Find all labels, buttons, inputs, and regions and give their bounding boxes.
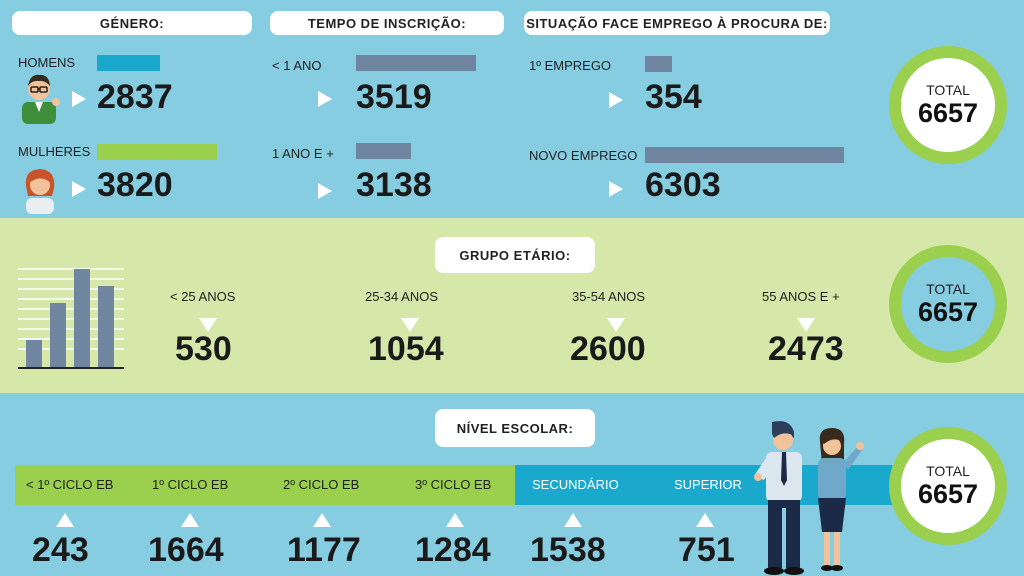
one-year-plus-value: 3138	[356, 166, 432, 204]
arrow-down-icon	[199, 318, 217, 332]
age-under-25-label: < 25 anos	[170, 289, 236, 304]
age-25-34-value: 1054	[368, 330, 444, 368]
less-than-1-year-bar	[356, 55, 476, 71]
first-job-bar	[645, 56, 672, 72]
arrow-right-icon	[318, 183, 332, 199]
arrow-up-icon	[313, 513, 331, 527]
women-bar	[97, 144, 217, 160]
total-label: Total	[926, 462, 970, 479]
arrow-down-icon	[607, 318, 625, 332]
edu-3rd-cycle-label: 3º ciclo EB	[415, 477, 492, 492]
arrow-up-icon	[446, 513, 464, 527]
edu-3rd-cycle-value: 1284	[415, 531, 491, 569]
basic-education-strip	[15, 465, 515, 505]
arrow-down-icon	[401, 318, 419, 332]
edu-2nd-cycle-label: 2º ciclo EB	[283, 477, 360, 492]
arrow-up-icon	[564, 513, 582, 527]
new-job-value: 6303	[645, 166, 721, 204]
registration-time-title: Tempo de inscrição:	[270, 11, 504, 35]
edu-higher-value: 751	[678, 531, 735, 569]
new-job-bar	[645, 147, 844, 163]
total-value: 6657	[917, 478, 979, 509]
gender-section	[0, 0, 1024, 218]
men-label: Homens	[18, 55, 76, 70]
employment-status-title: Situação face emprego à procura de:	[524, 11, 830, 35]
edu-1st-cycle-label: 1º ciclo EB	[152, 477, 229, 492]
age-35-54-value: 2600	[570, 330, 646, 368]
people-illustration-icon	[754, 421, 864, 575]
new-job-label: Novo emprego	[529, 148, 638, 163]
gender-title: Género:	[12, 11, 252, 35]
arrow-up-icon	[56, 513, 74, 527]
arrow-up-icon	[696, 513, 714, 527]
edu-below-1st-cycle-value: 243	[32, 531, 89, 569]
first-job-label: 1º emprego	[529, 58, 612, 73]
total-circle: Total 6657	[889, 427, 1007, 545]
total-value: 6657	[917, 97, 979, 128]
arrow-right-icon	[318, 91, 332, 107]
arrow-right-icon	[609, 181, 623, 197]
arrow-right-icon	[72, 181, 86, 197]
edu-higher-label: Superior	[674, 477, 742, 492]
less-than-1-year-label: < 1 ano	[272, 58, 322, 73]
age-35-54-label: 35-54 anos	[572, 289, 645, 304]
arrow-right-icon	[609, 92, 623, 108]
edu-secondary-label: Secundário	[532, 477, 619, 492]
total-label: Total	[926, 280, 970, 297]
less-than-1-year-value: 3519	[356, 78, 432, 116]
total-label: Total	[926, 81, 970, 98]
arrow-up-icon	[181, 513, 199, 527]
men-bar	[97, 55, 160, 71]
age-group-title: Grupo etário:	[435, 237, 595, 273]
age-55-plus-label: 55 anos e +	[762, 289, 840, 304]
bar-chart-icon	[18, 268, 124, 369]
women-label: Mulheres	[18, 144, 91, 159]
edu-2nd-cycle-value: 1177	[287, 531, 361, 569]
total-value: 6657	[917, 296, 979, 327]
age-55-plus-value: 2473	[768, 330, 844, 368]
woman-avatar-icon	[25, 169, 55, 214]
education-level-title: Nível escolar:	[435, 409, 595, 447]
women-value: 3820	[97, 166, 173, 204]
age-25-34-label: 25-34 anos	[365, 289, 438, 304]
total-circle: Total 6657	[889, 245, 1007, 363]
edu-below-1st-cycle-label: < 1º ciclo EB	[26, 477, 114, 492]
edu-secondary-value: 1538	[530, 531, 606, 569]
age-under-25-value: 530	[175, 330, 232, 368]
arrow-right-icon	[72, 91, 86, 107]
man-avatar-icon	[22, 74, 60, 124]
first-job-value: 354	[645, 78, 702, 116]
one-year-plus-bar	[356, 143, 411, 159]
total-circle: Total 6657	[889, 46, 1007, 164]
arrow-down-icon	[797, 318, 815, 332]
men-value: 2837	[97, 78, 173, 116]
edu-1st-cycle-value: 1664	[148, 531, 224, 569]
one-year-plus-label: 1 ano e +	[272, 146, 334, 161]
